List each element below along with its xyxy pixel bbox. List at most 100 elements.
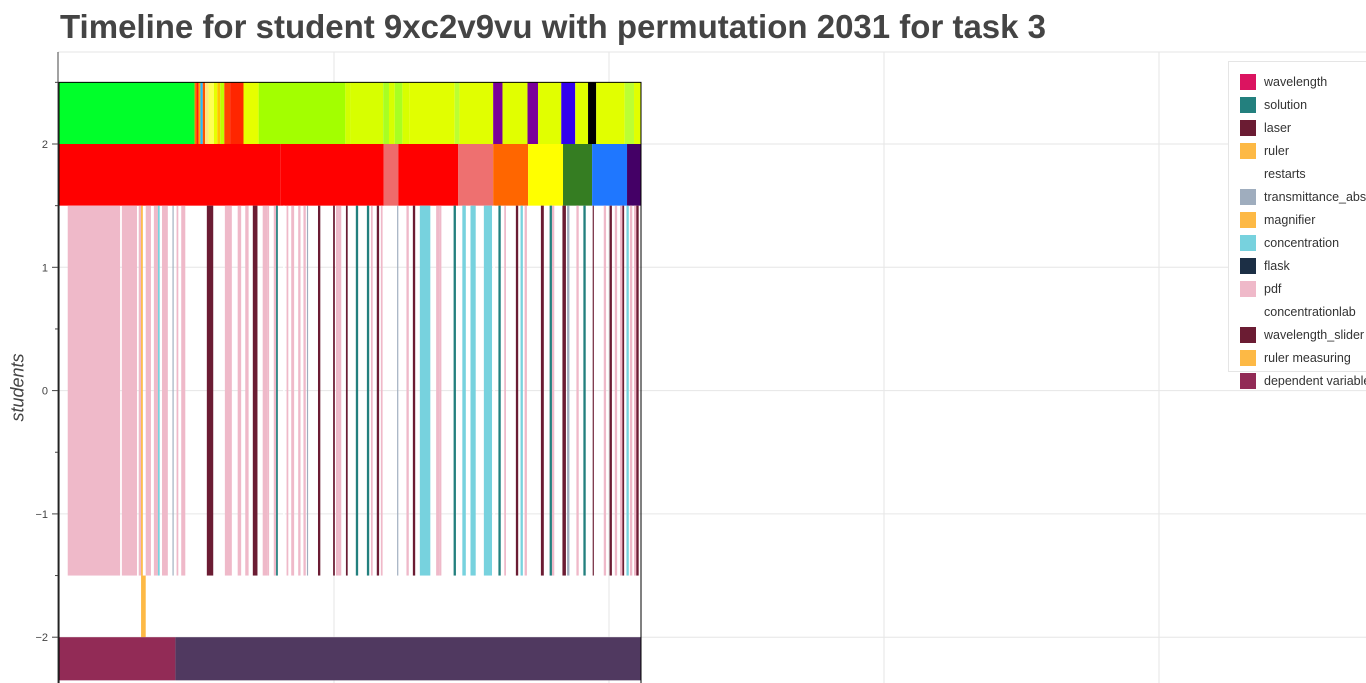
actions-bar-20 bbox=[276, 205, 278, 576]
actions-bar-11 bbox=[206, 205, 214, 576]
actions-bar-38 bbox=[406, 205, 409, 576]
y-axis-ticks: 2 1 0 −1 −2 bbox=[35, 81, 58, 644]
top-bar-2 bbox=[196, 82, 199, 144]
actions-bar-46 bbox=[470, 205, 476, 576]
actions-bar-40 bbox=[419, 205, 431, 576]
middle-bar-7 bbox=[563, 144, 593, 206]
actions-bar-66 bbox=[622, 205, 625, 576]
top-bar-15 bbox=[345, 82, 351, 144]
top-bar-17 bbox=[383, 82, 389, 144]
actions-bar-1 bbox=[121, 205, 137, 576]
legend-item[interactable]: restarts bbox=[1240, 162, 1366, 185]
legend-item[interactable]: pdf bbox=[1240, 277, 1366, 300]
actions-bar-4 bbox=[145, 205, 151, 576]
legend-item[interactable]: flask bbox=[1240, 254, 1366, 277]
legend-item[interactable]: wavelength bbox=[1240, 70, 1366, 93]
legend-item[interactable]: magnifier bbox=[1240, 208, 1366, 231]
actions-bar-27 bbox=[317, 205, 321, 576]
top-bar-3 bbox=[198, 82, 201, 144]
legend-item[interactable]: laser bbox=[1240, 116, 1366, 139]
actions-bar-54 bbox=[540, 205, 544, 576]
legend-label: wavelength bbox=[1264, 74, 1328, 89]
legend-swatch bbox=[1240, 349, 1256, 366]
legend-swatch bbox=[1240, 142, 1256, 159]
top-bar-16 bbox=[350, 82, 384, 144]
actions-bar-55 bbox=[549, 205, 552, 576]
actions-bar-17 bbox=[262, 205, 268, 576]
legend-swatch bbox=[1240, 73, 1256, 90]
legend-label: dependent variable bbox=[1264, 373, 1366, 388]
y-tick-label: 1 bbox=[42, 262, 48, 274]
legend-item[interactable]: ruler measuring bbox=[1240, 346, 1366, 369]
top-bar-11 bbox=[224, 82, 231, 144]
actions-bar-43 bbox=[453, 205, 456, 576]
actions-bar-26 bbox=[306, 205, 309, 576]
actions-bar-24 bbox=[298, 205, 301, 576]
actions-bar-70 bbox=[636, 205, 639, 576]
actions-bar-32 bbox=[355, 205, 359, 576]
legend-item[interactable]: ruler bbox=[1240, 139, 1366, 162]
legend-item[interactable]: transmittance_abs bbox=[1240, 185, 1366, 208]
top-bar-8 bbox=[213, 82, 218, 144]
top-bar-22 bbox=[454, 82, 460, 144]
legend-label: flask bbox=[1264, 258, 1290, 273]
legend-swatch bbox=[1240, 280, 1256, 297]
actions-bar-48 bbox=[493, 205, 495, 576]
actions-bar-53 bbox=[524, 205, 527, 576]
y-tick-label: −2 bbox=[35, 632, 48, 644]
actions-bar-25 bbox=[303, 205, 306, 576]
middle-bar-1 bbox=[280, 144, 384, 206]
actions-bar-41 bbox=[436, 205, 440, 576]
actions-bar-9 bbox=[176, 205, 179, 576]
legend-label: laser bbox=[1264, 120, 1292, 135]
legend-swatch bbox=[1240, 257, 1256, 274]
middle-bar-8 bbox=[592, 144, 628, 206]
actions-bar-64 bbox=[614, 205, 618, 576]
legend-label: ruler measuring bbox=[1264, 350, 1351, 365]
timeline-bars bbox=[59, 82, 641, 681]
legend-label: ruler bbox=[1264, 143, 1290, 158]
actions-bar-0 bbox=[67, 205, 121, 576]
top-bar-4 bbox=[200, 82, 203, 144]
dependent_variable-bar-1 bbox=[175, 637, 641, 681]
actions-bar-14 bbox=[245, 205, 249, 576]
actions-bar-33 bbox=[366, 205, 370, 576]
top-bar-1 bbox=[194, 82, 197, 144]
legend-label: concentrationlab bbox=[1264, 304, 1356, 319]
actions-bar-29 bbox=[336, 205, 339, 576]
legend-item[interactable]: concentration bbox=[1240, 231, 1366, 254]
top-bar-18 bbox=[388, 82, 395, 144]
actions-bar-19 bbox=[273, 205, 277, 576]
dependent_variable-bar-0 bbox=[59, 637, 176, 681]
actions-bar-3 bbox=[141, 205, 143, 576]
legend-label: transmittance_abs bbox=[1264, 189, 1366, 204]
top-bar-10 bbox=[220, 82, 225, 144]
actions-bar-23 bbox=[291, 205, 295, 576]
legend-item[interactable]: wavelength_slider bbox=[1240, 323, 1366, 346]
actions-bar-30 bbox=[338, 205, 342, 576]
legend-swatch bbox=[1240, 372, 1256, 389]
actions-bar-12 bbox=[224, 205, 232, 576]
top-bar-12 bbox=[230, 82, 244, 144]
top-bar-20 bbox=[402, 82, 410, 144]
legend-item[interactable]: concentrationlab bbox=[1240, 300, 1366, 323]
top-bar-19 bbox=[394, 82, 403, 144]
middle-bar-0 bbox=[59, 144, 281, 206]
legend-swatch bbox=[1240, 119, 1256, 136]
top-bar-24 bbox=[493, 82, 503, 144]
actions-bar-13 bbox=[237, 205, 242, 576]
actions-bar-42 bbox=[439, 205, 442, 576]
actions-bar-57 bbox=[562, 205, 566, 576]
actions-bar-61 bbox=[592, 205, 594, 576]
legend-item[interactable]: dependent variable bbox=[1240, 369, 1366, 392]
actions-bar-67 bbox=[626, 205, 629, 576]
legend-swatch bbox=[1240, 165, 1256, 182]
legend-swatch bbox=[1240, 188, 1256, 205]
legend-item[interactable]: solution bbox=[1240, 93, 1366, 116]
actions-bar-58 bbox=[567, 205, 570, 576]
y-tick-label: 0 bbox=[42, 386, 48, 398]
legend-label: wavelength_slider bbox=[1264, 327, 1365, 342]
actions-bar-56 bbox=[551, 205, 555, 576]
top-bar-32 bbox=[624, 82, 635, 144]
actions-bar-7 bbox=[162, 205, 168, 576]
